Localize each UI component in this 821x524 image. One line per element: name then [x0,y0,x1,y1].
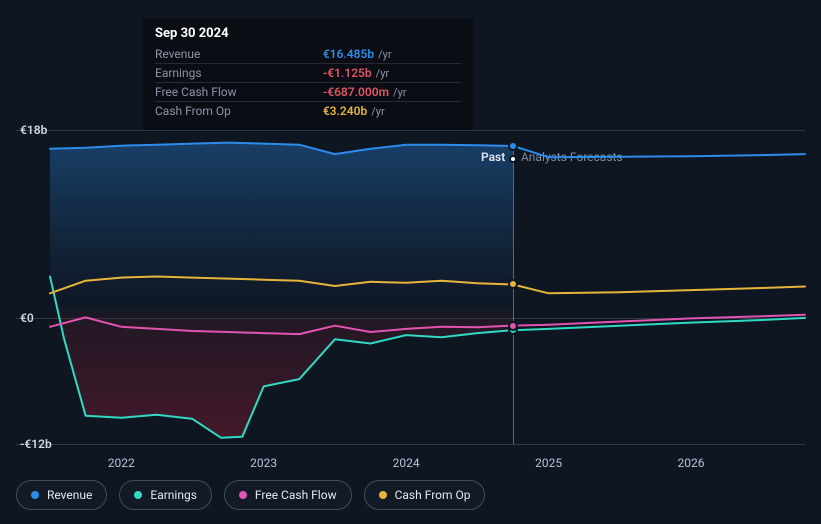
tooltip-row-label: Revenue [155,45,323,64]
x-axis-label: 2026 [678,456,705,470]
marker-cfo [508,279,518,289]
legend-label: Revenue [47,488,92,502]
tooltip-row-value: -€1.125b/yr [323,64,461,83]
x-axis-label: 2024 [393,456,420,470]
tooltip-row-value: €3.240b/yr [323,102,461,121]
marker-fcf [508,321,518,331]
tooltip-row: Free Cash Flow-€687.000m/yr [155,83,461,102]
series-line-earnings [50,277,805,438]
past-label: Past [481,150,505,164]
legend-label: Cash From Op [395,488,471,502]
legend: Revenue Earnings Free Cash Flow Cash From O… [16,480,485,510]
tooltip-row: Cash From Op€3.240b/yr [155,102,461,121]
forecast-label: Analysts Forecasts [521,150,623,164]
tooltip: Sep 30 2024 Revenue€16.485b/yrEarnings-€… [143,18,473,130]
past-divider-marker [509,155,517,163]
cursor-line [513,144,514,444]
tooltip-row-value: €16.485b/yr [323,45,461,64]
legend-label: Earnings [150,488,197,502]
legend-dot [379,491,387,499]
series-line-revenue [50,143,805,158]
legend-dot [134,491,142,499]
tooltip-row: Revenue€16.485b/yr [155,45,461,64]
tooltip-row-label: Cash From Op [155,102,323,121]
series-line-cfo [50,277,805,294]
legend-label: Free Cash Flow [255,488,337,502]
y-gridline [16,444,805,445]
legend-item[interactable]: Cash From Op [364,480,486,510]
marker-revenue [508,141,518,151]
y-gridline [16,318,805,319]
tooltip-row-value: -€687.000m/yr [323,83,461,102]
y-axis-label: -€12b [20,437,52,451]
legend-item[interactable]: Earnings [119,480,212,510]
legend-dot [31,491,39,499]
financials-chart[interactable]: Past Analysts Forecasts Sep 30 2024 Reve… [0,0,821,524]
legend-item[interactable]: Free Cash Flow [224,480,352,510]
legend-dot [239,491,247,499]
x-axis-label: 2022 [108,456,135,470]
tooltip-row-label: Free Cash Flow [155,83,323,102]
y-axis-label: €0 [20,311,34,325]
y-axis-label: €18b [20,123,47,137]
legend-item[interactable]: Revenue [16,480,107,510]
tooltip-row-label: Earnings [155,64,323,83]
tooltip-date: Sep 30 2024 [155,26,461,41]
tooltip-row: Earnings-€1.125b/yr [155,64,461,83]
x-axis-label: 2023 [250,456,277,470]
x-axis-label: 2025 [535,456,562,470]
tooltip-table: Revenue€16.485b/yrEarnings-€1.125b/yrFre… [155,45,461,120]
y-gridline [16,130,805,131]
